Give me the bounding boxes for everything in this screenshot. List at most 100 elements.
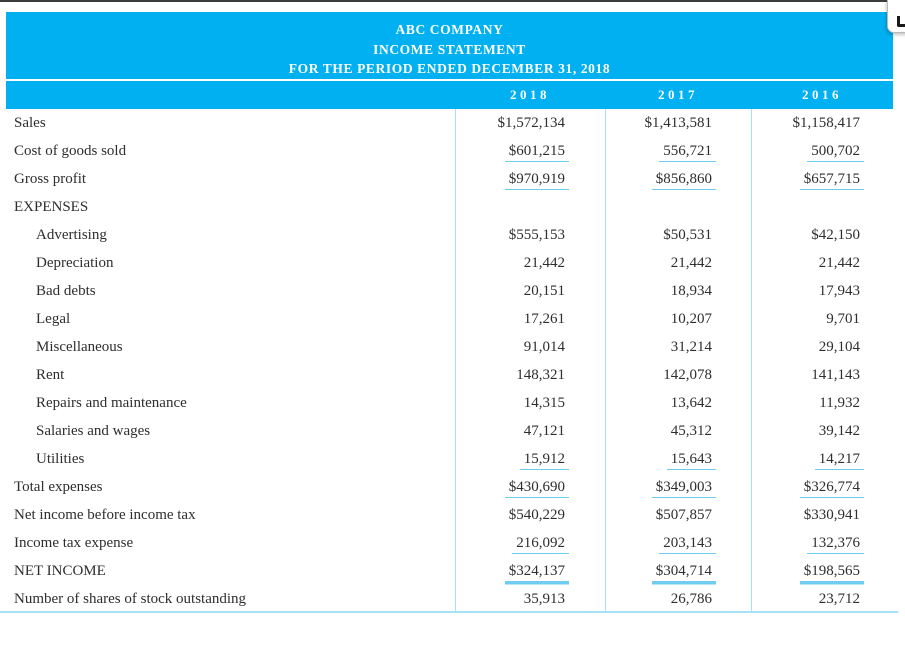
cell-value: 35,913 [523,591,565,607]
statement-header: ABC COMPANY INCOME STATEMENT FOR THE PER… [6,12,893,109]
value-cell: 21,442 [605,249,751,277]
cell-value: $50,531 [663,227,712,243]
cell-value: 14,217 [814,451,864,470]
cell-value: 15,912 [519,451,569,470]
cell-value: 29,104 [818,339,860,355]
row-label: Net income before income tax [14,507,196,523]
value-cell: 35,913 [455,585,605,613]
cell-value: 26,786 [670,591,712,607]
cell-value: 91,014 [523,339,565,355]
table-row: NET INCOME $324,137 $304,714 $198,565 [6,557,893,585]
row-label: EXPENSES [14,199,89,215]
row-label: Rent [36,367,65,383]
table-row: Income tax expense 216,092 203,143 132,376 [6,529,893,557]
table-row: Bad debts 20,151 18,934 17,943 [6,277,893,305]
table-row: Rent 148,321 142,078 141,143 [6,361,893,389]
cell-value: $1,572,134 [497,115,566,131]
table-row: Miscellaneous 91,014 31,214 29,104 [6,333,893,361]
value-cell [455,193,605,221]
value-cell: 14,217 [751,445,893,473]
table-row: Repairs and maintenance 14,315 13,642 11,93… [6,389,893,417]
value-cell: $304,714 [605,557,751,585]
row-label: Repairs and maintenance [36,395,187,411]
cell-value: 14,315 [523,395,565,411]
column-header-row: 2018 2017 2016 [6,81,893,109]
row-label: Miscellaneous [36,339,123,355]
value-cell: 26,786 [605,585,751,613]
table-row: Salaries and wages 47,121 45,312 39,142 [6,417,893,445]
cell-value: $657,715 [799,171,864,190]
cell-value: $540,229 [508,507,565,523]
table-bottom-rule [0,611,898,613]
cell-value: 203,143 [659,535,716,554]
cell-value: 23,712 [818,591,860,607]
cell-value: $330,941 [803,507,860,523]
cell-value: $601,215 [504,143,569,162]
value-cell: 14,315 [455,389,605,417]
row-label: Bad debts [36,283,96,299]
row-label: Gross profit [14,171,87,187]
value-cell: 47,121 [455,417,605,445]
value-cell: 39,142 [751,417,893,445]
value-cell: 203,143 [605,529,751,557]
column-header-2018: 2018 [510,87,550,102]
value-cell: $1,572,134 [455,109,605,137]
cell-value: 18,934 [670,283,712,299]
value-cell: $601,215 [455,137,605,165]
value-cell: $349,003 [605,473,751,501]
value-cell: $1,158,417 [751,109,893,137]
cell-value: $970,919 [504,171,569,190]
cell-value: 45,312 [670,423,712,439]
value-cell: 142,078 [605,361,751,389]
value-cell: 18,934 [605,277,751,305]
table-row: Net income before income tax $540,229 $507… [6,501,893,529]
cell-value: 21,442 [818,255,860,271]
cell-value: 141,143 [811,367,860,383]
cell-value: 132,376 [807,535,864,554]
value-cell: $326,774 [751,473,893,501]
cell-value: $324,137 [504,563,569,582]
cell-value: 9,701 [826,311,860,327]
row-label: Income tax expense [14,535,134,551]
cell-value: $349,003 [651,479,716,498]
value-cell: 17,943 [751,277,893,305]
cursor-icon [897,16,905,27]
cell-value: 47,121 [523,423,565,439]
row-label: Legal [36,311,71,327]
table-row: Total expenses $430,690 $349,003 $326,774 [6,473,893,501]
cell-value: $326,774 [799,479,864,498]
cell-value: $1,413,581 [644,115,713,131]
value-cell: 20,151 [455,277,605,305]
value-cell: 500,702 [751,137,893,165]
row-label: Total expenses [14,479,103,495]
column-header-spacer [6,81,455,109]
table-row: EXPENSES [6,193,893,221]
cursor-overlay[interactable] [887,0,905,33]
value-cell: $42,150 [751,221,893,249]
column-header-2016: 2016 [802,87,842,102]
value-cell: $657,715 [751,165,893,193]
value-cell: 9,701 [751,305,893,333]
row-label: Sales [14,115,46,131]
value-cell: 11,932 [751,389,893,417]
cell-value: 21,442 [523,255,565,271]
cell-value: 142,078 [663,367,712,383]
value-cell: 13,642 [605,389,751,417]
cell-value: 20,151 [523,283,565,299]
cell-value: $304,714 [651,563,716,582]
value-cell: 23,712 [751,585,893,613]
cell-value: 556,721 [659,143,716,162]
cell-value: 21,442 [670,255,712,271]
table-row: Depreciation 21,442 21,442 21,442 [6,249,893,277]
cell-value: 15,643 [666,451,716,470]
table-row: Sales $1,572,134 $1,413,581 $1,158,417 [6,109,893,137]
value-cell: $1,413,581 [605,109,751,137]
column-header-2017: 2017 [658,87,698,102]
value-cell: 141,143 [751,361,893,389]
window-top-border [0,0,905,2]
row-label: NET INCOME [14,563,106,579]
value-cell: 10,207 [605,305,751,333]
value-cell: $430,690 [455,473,605,501]
row-label: Advertising [36,227,107,243]
statement-period: FOR THE PERIOD ENDED DECEMBER 31, 2018 [288,61,611,76]
